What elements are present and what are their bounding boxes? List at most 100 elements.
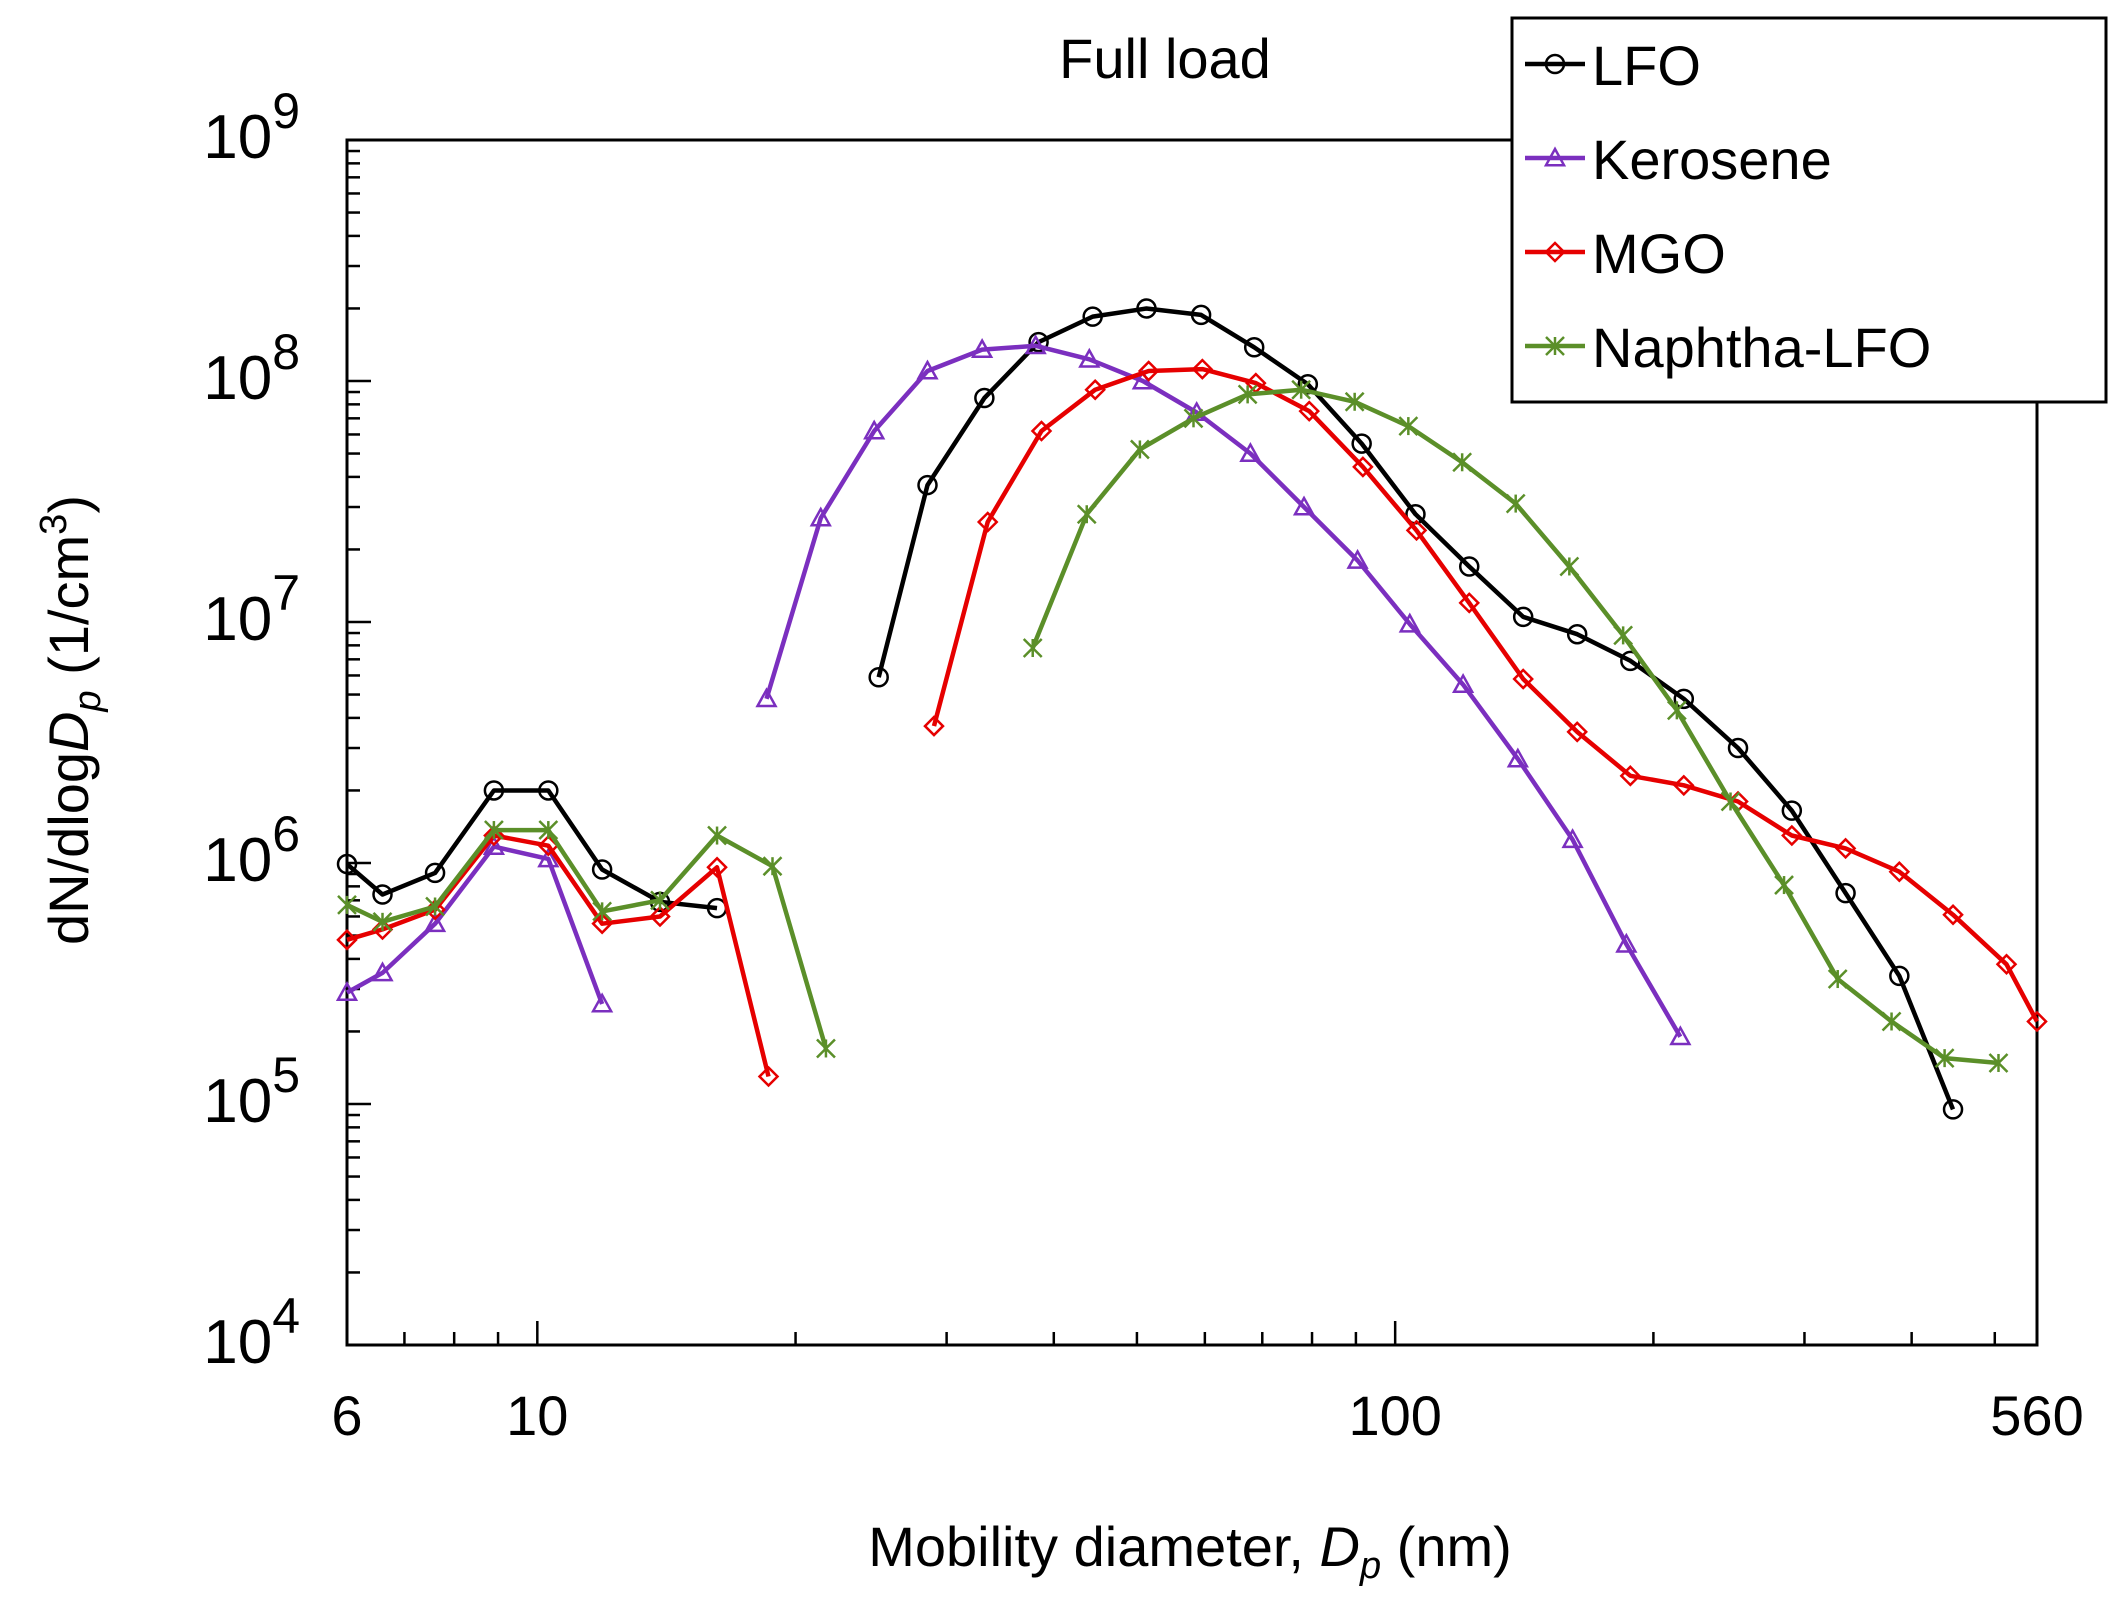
x-axis-label-sub: p: [1359, 1545, 1381, 1587]
y-tick-label-exponent: 6: [272, 806, 300, 862]
y-axis-label-prefix: dN/dlog: [37, 752, 100, 945]
legend-label: Naphtha-LFO: [1592, 316, 1931, 379]
y-tick-label: 107: [203, 565, 300, 654]
diamond-marker: [1298, 400, 1320, 422]
diamond-marker: [1084, 378, 1106, 401]
triangle-marker: [1506, 747, 1529, 768]
series-line: [346, 833, 771, 1078]
circle-marker: [1351, 433, 1372, 454]
triangle-marker: [1078, 347, 1101, 368]
diamond-marker: [1942, 903, 1964, 926]
series-kerosene: [335, 334, 1692, 1046]
star-marker: [1076, 504, 1097, 525]
series-line: [1030, 387, 1999, 1066]
triangle-marker: [1346, 548, 1369, 569]
series-line: [764, 343, 1683, 1038]
y-tick-label-base: 10: [203, 1067, 272, 1136]
circle-marker: [1673, 688, 1695, 710]
diamond-marker: [2026, 1010, 2048, 1033]
circle-marker: [424, 862, 446, 884]
x-axis-label-suffix: (nm): [1381, 1515, 1512, 1578]
circle-marker: [1889, 965, 1910, 987]
y-axis-label: dN/dlogDp (1/cm3): [33, 495, 109, 945]
circle-marker: [1028, 331, 1049, 353]
x-tick-label: 6: [331, 1384, 362, 1447]
star-marker: [762, 856, 783, 877]
star-marker: [1291, 379, 1312, 400]
diamond-marker: [1137, 360, 1160, 382]
circle-marker: [336, 853, 358, 875]
triangle-marker: [537, 847, 560, 868]
legend-entry: Kerosene: [1525, 128, 1832, 191]
diamond-marker: [757, 1065, 780, 1088]
star-marker: [1022, 638, 1043, 658]
diamond-marker: [1512, 668, 1534, 690]
triangle-marker: [1292, 495, 1316, 516]
star-marker: [1452, 452, 1473, 473]
circle-marker: [1566, 623, 1588, 645]
diamond-marker: [1352, 456, 1374, 478]
star-marker: [1774, 875, 1794, 895]
triangle-marker: [371, 961, 394, 982]
y-tick-label: 109: [203, 83, 300, 172]
circle-marker: [868, 666, 889, 688]
diamond-marker: [483, 824, 505, 847]
diamond-marker: [1191, 358, 1214, 380]
star-marker: [425, 896, 445, 917]
triangle-marker: [423, 912, 447, 933]
series-lfo: [336, 298, 1964, 1120]
star-marker: [1559, 556, 1580, 577]
y-axis-label-open: (1/cm: [37, 535, 100, 691]
circle-marker: [1190, 304, 1212, 326]
star-marker: [1398, 416, 1419, 436]
triangle-marker: [1543, 146, 1567, 167]
y-axis-label-sup: 3: [33, 514, 75, 535]
legend-box: [1510, 16, 2108, 404]
triangle-marker: [970, 338, 994, 359]
star-marker: [1881, 1011, 1902, 1032]
y-tick-label-exponent: 4: [272, 1288, 300, 1344]
legend-label: Kerosene: [1592, 128, 1832, 191]
star-marker: [650, 890, 670, 911]
y-tick-label: 104: [203, 1288, 300, 1377]
diamond-marker: [1458, 592, 1481, 614]
series-line: [931, 366, 2039, 1023]
star-marker: [1934, 1048, 1955, 1069]
triangle-marker: [1451, 672, 1475, 694]
series-layer: [335, 298, 2048, 1120]
x-axis-label: Mobility diameter, Dp (nm): [868, 1515, 1512, 1587]
star-marker: [538, 820, 559, 840]
star-marker: [1545, 336, 1565, 356]
star-marker: [1613, 625, 1634, 646]
y-tick-label-base: 10: [203, 103, 272, 172]
circle-marker: [1942, 1099, 1964, 1120]
circle-marker: [483, 780, 505, 801]
y-axis-label-sub: p: [67, 690, 109, 712]
circle-marker: [1835, 882, 1856, 904]
star-marker: [484, 820, 504, 840]
diamond-marker: [1888, 860, 1911, 883]
legend-entry: MGO: [1525, 222, 1726, 285]
legend-entry: Naphtha-LFO: [1525, 316, 1931, 379]
y-tick-label-base: 10: [203, 826, 272, 895]
diamond-marker: [1995, 953, 2018, 976]
circle-marker: [917, 474, 938, 496]
y-tick-label: 105: [203, 1047, 300, 1136]
circle-marker: [1544, 53, 1566, 75]
triangle-marker: [1561, 828, 1584, 849]
plot-area-frame: [345, 138, 2039, 1347]
x-tick-label: 560: [1990, 1384, 2083, 1447]
circle-marker: [1243, 337, 1265, 358]
triangle-marker: [916, 359, 939, 380]
star-marker: [1666, 700, 1687, 721]
triangle-marker: [755, 687, 778, 708]
series-mgo: [336, 358, 2048, 1088]
triangle-marker: [1669, 1025, 1692, 1046]
x-tick-label: 10: [506, 1384, 568, 1447]
diamond-marker: [923, 715, 945, 737]
triangle-marker: [335, 980, 359, 1002]
series-naphtha-lfo: [337, 379, 2009, 1073]
diamond-marker: [1673, 774, 1695, 797]
